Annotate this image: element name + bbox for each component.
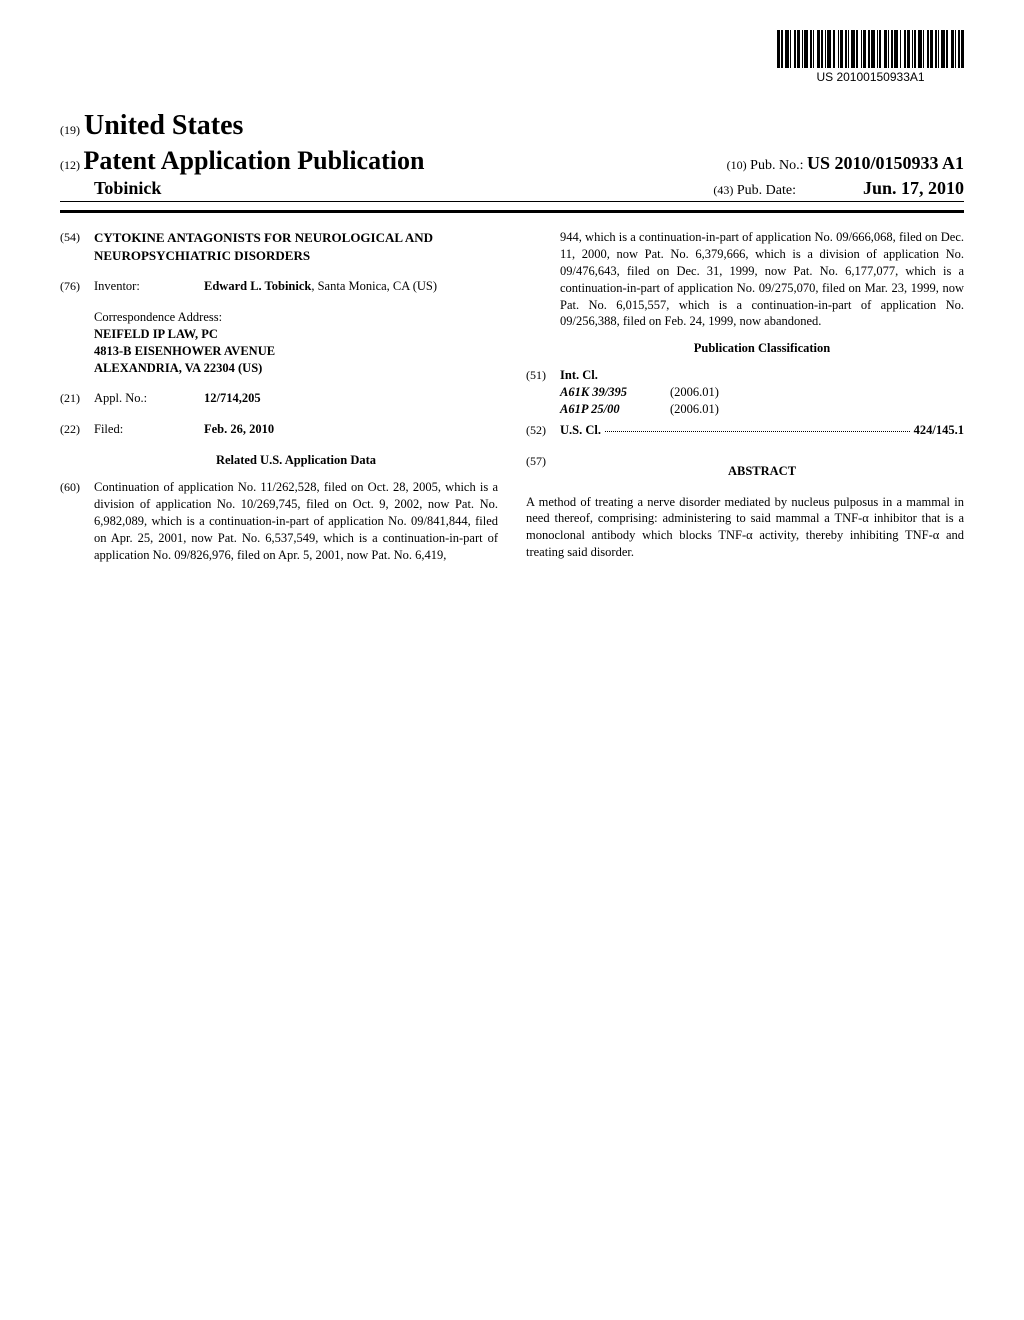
date-label: Pub. Date: <box>737 183 796 198</box>
corr-line2: 4813-B EISENHOWER AVENUE <box>94 343 498 360</box>
int-cl1-year: (2006.01) <box>670 384 719 401</box>
inventor-label: Inventor: <box>94 278 204 295</box>
country-num: (19) <box>60 123 80 137</box>
dotted-leader <box>605 422 910 432</box>
inventor-value: Edward L. Tobinick, Santa Monica, CA (US… <box>204 278 498 295</box>
abstract-num: (57) <box>526 453 560 488</box>
correspondence: Correspondence Address: NEIFELD IP LAW, … <box>94 309 498 377</box>
inventor-name: Edward L. Tobinick <box>204 279 311 293</box>
corr-label: Correspondence Address: <box>94 309 498 326</box>
related-heading: Related U.S. Application Data <box>94 452 498 469</box>
filed-num: (22) <box>60 421 94 438</box>
thin-rule <box>60 201 964 202</box>
patent-title: CYTOKINE ANTAGONISTS FOR NEUROLOGICAL AN… <box>94 229 498 264</box>
author: Tobinick <box>60 178 161 199</box>
int-cl2-year: (2006.01) <box>670 401 719 418</box>
right-column: 944, which is a continuation-in-part of … <box>526 229 964 577</box>
abstract-heading: ABSTRACT <box>560 463 964 480</box>
related-num: (60) <box>60 479 94 563</box>
pub-no-num: (10) <box>727 158 747 172</box>
thick-rule <box>60 210 964 213</box>
corr-line1: NEIFELD IP LAW, PC <box>94 326 498 343</box>
int-num: (51) <box>526 367 560 418</box>
title-num: (54) <box>60 229 94 264</box>
pub-no: US 2010/0150933 A1 <box>807 153 964 173</box>
us-label: U.S. Cl. <box>560 422 601 439</box>
continuation-text: 944, which is a continuation-in-part of … <box>560 229 964 330</box>
header: (19) United States (12) Patent Applicati… <box>60 110 964 213</box>
corr-line3: ALEXANDRIA, VA 22304 (US) <box>94 360 498 377</box>
barcode-graphic <box>777 30 964 68</box>
int-cl2-code: A61P 25/00 <box>560 401 670 418</box>
pub-type: Patent Application Publication <box>84 146 425 175</box>
appl-num: (21) <box>60 390 94 407</box>
inventor-num: (76) <box>60 278 94 295</box>
appl-label: Appl. No.: <box>94 390 204 407</box>
date-num: (43) <box>713 183 733 197</box>
country-name: United States <box>84 110 243 141</box>
pub-date: Jun. 17, 2010 <box>863 178 964 198</box>
us-num: (52) <box>526 422 560 439</box>
us-value: 424/145.1 <box>914 422 964 439</box>
pub-type-num: (12) <box>60 158 80 172</box>
abstract-text: A method of treating a nerve disorder me… <box>526 494 964 562</box>
related-text: Continuation of application No. 11/262,5… <box>94 479 498 563</box>
pub-class-heading: Publication Classification <box>560 340 964 357</box>
filed-label: Filed: <box>94 421 204 438</box>
inventor-loc: , Santa Monica, CA (US) <box>311 279 437 293</box>
body-columns: (54) CYTOKINE ANTAGONISTS FOR NEUROLOGIC… <box>60 229 964 577</box>
appl-value: 12/714,205 <box>204 390 498 407</box>
left-column: (54) CYTOKINE ANTAGONISTS FOR NEUROLOGIC… <box>60 229 498 577</box>
int-label: Int. Cl. <box>560 367 719 384</box>
pub-no-label: Pub. No.: <box>750 158 803 173</box>
barcode-block: US 20100150933A1 <box>777 30 964 84</box>
barcode-text: US 20100150933A1 <box>777 70 964 84</box>
int-cl1-code: A61K 39/395 <box>560 384 670 401</box>
filed-value: Feb. 26, 2010 <box>204 421 498 438</box>
